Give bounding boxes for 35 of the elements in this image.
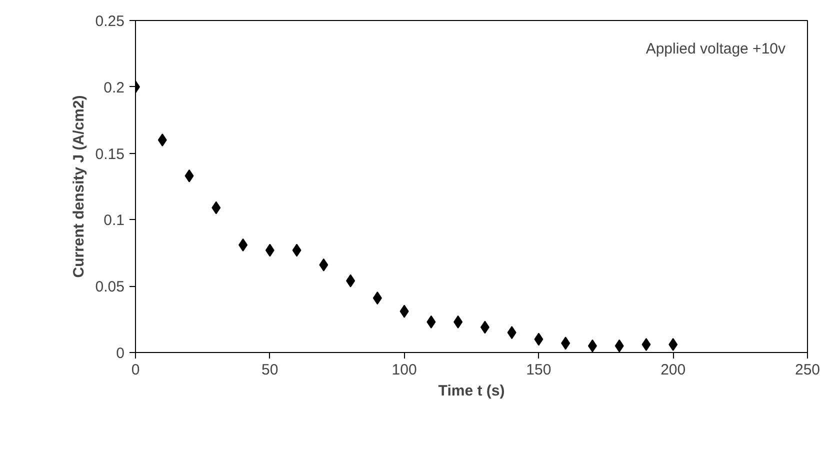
x-tick-label: 50 xyxy=(262,362,278,378)
x-tick-label: 200 xyxy=(660,362,686,378)
point xyxy=(238,238,248,252)
y-axis-title: Current density J (A/cm2) xyxy=(70,95,88,278)
x-tick-label: 150 xyxy=(526,362,552,378)
y-tick-label: 0 xyxy=(116,345,124,362)
point xyxy=(346,274,356,288)
point xyxy=(292,244,302,257)
point xyxy=(400,304,409,318)
point xyxy=(265,244,274,257)
y-tick-label: 0.05 xyxy=(95,278,125,296)
point xyxy=(212,201,221,214)
x-tick-label: 0 xyxy=(131,362,140,378)
x-tick-label: 250 xyxy=(794,362,820,378)
point xyxy=(507,326,516,340)
point xyxy=(426,315,436,328)
x-axis-title: Time t (s) xyxy=(438,382,505,400)
point xyxy=(184,169,194,182)
y-tick-label: 0.15 xyxy=(95,146,125,163)
y-tick-label: 0.25 xyxy=(95,13,125,30)
annotation: Applied voltage +10v xyxy=(646,40,786,58)
point xyxy=(668,338,678,352)
point xyxy=(454,315,463,328)
point xyxy=(614,339,624,352)
point xyxy=(480,320,490,334)
point xyxy=(534,332,544,346)
point xyxy=(372,292,382,305)
y-tick-label: 0.1 xyxy=(104,212,125,230)
point xyxy=(158,134,167,147)
point xyxy=(561,336,570,350)
point xyxy=(642,338,651,352)
point xyxy=(319,258,328,272)
point xyxy=(588,339,597,352)
x-tick-label: 100 xyxy=(392,362,417,378)
y-tick-label: 0.2 xyxy=(104,79,125,96)
